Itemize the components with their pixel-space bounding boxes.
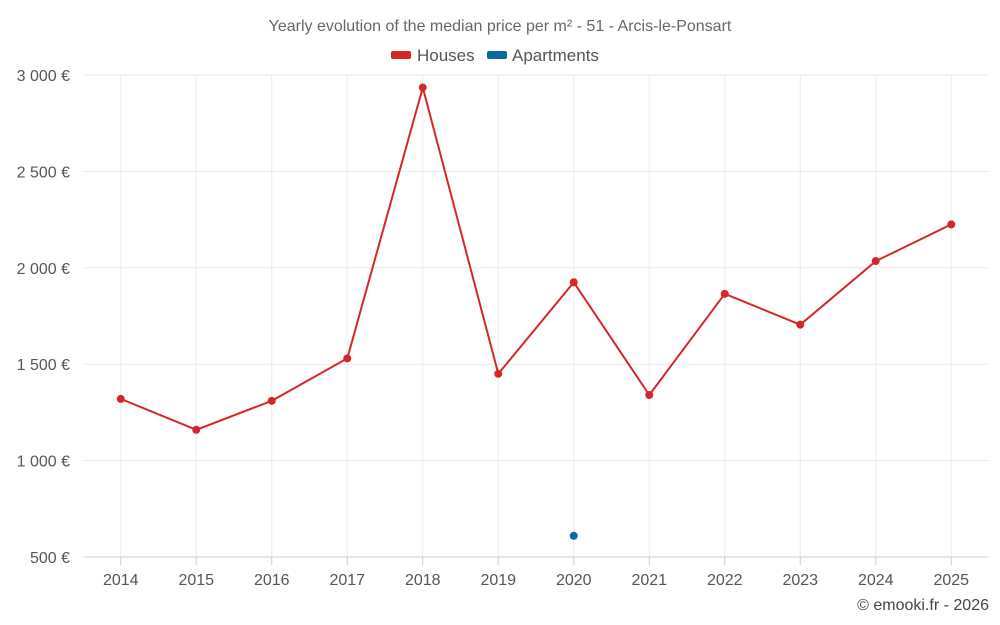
y-tick-label: 2 500 € xyxy=(17,164,70,181)
data-point-houses xyxy=(418,83,427,92)
legend-item-apartments[interactable]: Apartments xyxy=(487,46,599,65)
axes: 500 € 1 000 € 1 500 € 2 000 € 2 500 € 3 000 €… xyxy=(17,68,989,589)
x-tick-label: 2020 xyxy=(556,572,592,589)
x-tick-label: 2025 xyxy=(933,572,969,589)
legend-swatch-apartments xyxy=(487,51,507,59)
x-tick-label: 2024 xyxy=(858,572,894,589)
data-point-apartments xyxy=(569,531,578,540)
legend-item-houses[interactable]: Houses xyxy=(391,46,475,65)
data-point-houses xyxy=(569,278,578,287)
chart-title: Yearly evolution of the median price per… xyxy=(269,18,732,35)
x-tick-label: 2015 xyxy=(178,572,214,589)
y-tick-label: 1 500 € xyxy=(17,357,70,374)
x-tick-label: 2022 xyxy=(707,572,743,589)
data-point-houses xyxy=(343,354,352,363)
data-point-houses xyxy=(267,396,276,405)
data-point-houses xyxy=(796,320,805,329)
y-tick-label: 2 000 € xyxy=(17,261,70,278)
legend-label-apartments: Apartments xyxy=(512,46,599,65)
credit-text: © emooki.fr - 2026 xyxy=(857,597,989,614)
x-tick-label: 2023 xyxy=(782,572,818,589)
series-line-houses xyxy=(120,86,952,431)
data-point-houses xyxy=(720,289,729,298)
data-point-houses xyxy=(192,425,201,434)
y-tick-label: 3 000 € xyxy=(17,68,70,85)
x-tick-label: 2018 xyxy=(405,572,441,589)
data-point-houses xyxy=(116,394,125,403)
x-tick-label: 2021 xyxy=(631,572,667,589)
series xyxy=(116,83,956,540)
data-point-houses xyxy=(494,369,503,378)
legend-label-houses: Houses xyxy=(417,46,475,65)
x-tick-label: 2019 xyxy=(480,572,516,589)
x-tick-label: 2017 xyxy=(329,572,365,589)
data-point-houses xyxy=(645,391,654,400)
x-tick-label: 2016 xyxy=(254,572,290,589)
grid xyxy=(83,74,989,557)
data-point-houses xyxy=(871,257,880,266)
y-tick-label: 1 000 € xyxy=(17,454,70,471)
legend: Houses Apartments xyxy=(391,46,599,65)
x-tick-label: 2014 xyxy=(103,572,139,589)
y-tick-label: 500 € xyxy=(30,550,70,567)
legend-swatch-houses xyxy=(391,51,411,59)
data-point-houses xyxy=(947,220,956,229)
